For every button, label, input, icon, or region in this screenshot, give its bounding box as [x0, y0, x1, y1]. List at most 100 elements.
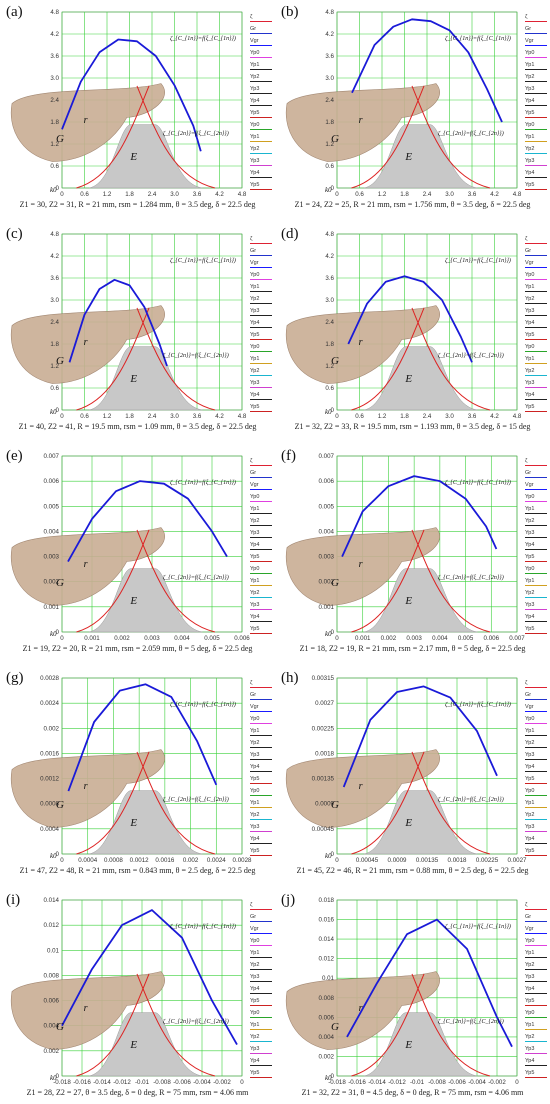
x-tick-label: -0.018 — [53, 1079, 71, 1086]
legend-entry: Yp5 — [521, 1070, 547, 1082]
legend-entry: Vgr — [521, 926, 547, 938]
panel-caption: Z1 = 19, Z2 = 20, R = 21 mm, rsm = 2.059… — [22, 644, 253, 653]
legend-swatch — [250, 69, 272, 71]
x-tick-label: 3.6 — [468, 413, 477, 420]
legend-swatch — [525, 93, 547, 95]
y-tick-label: 0 — [56, 851, 60, 858]
annotation-k0: k0 — [50, 408, 57, 416]
y-tick-label: 4.2 — [50, 31, 59, 38]
legend-entry: Yp3 — [521, 752, 547, 764]
y-tick-label: 0.0009 — [315, 801, 334, 808]
legend-swatch — [525, 957, 547, 959]
legend-label: Yp1 — [525, 1022, 535, 1028]
y-tick-label: 0.006 — [319, 478, 335, 485]
legend-entry: Yp1 — [521, 284, 547, 296]
legend-entry: Vgr — [246, 926, 272, 938]
tooth-profile — [88, 1012, 203, 1077]
tooth-profile — [88, 568, 203, 633]
annotation-r: r — [84, 337, 88, 348]
legend-swatch — [525, 537, 547, 539]
legend-swatch — [525, 795, 547, 797]
legend-swatch — [525, 1053, 547, 1055]
chart-panel-g: 0 0.0004 0.0008 0.0012 0.0016 0.002 0.0024 0.00… — [0, 666, 275, 882]
legend-swatch — [250, 327, 272, 329]
legend-label: Yp4 — [525, 764, 535, 770]
legend-label: Yp1 — [250, 284, 260, 290]
chart-panel-a: 0 0.6 1.2 1.8 2.4 3.0 3.6 4.2 4.8 0 0.6 1.2 1.8 2.4 3.… — [0, 0, 275, 216]
x-tick-label: -0.018 — [328, 1079, 346, 1086]
legend-entry: Yp5 — [246, 1070, 272, 1082]
legend-label: Yp2 — [525, 740, 535, 746]
legend-swatch — [250, 1017, 272, 1019]
legend-entry: Vgr — [521, 38, 547, 50]
legend-entry: Yp5 — [521, 554, 547, 566]
legend-entry: Yp0 — [521, 344, 547, 356]
legend-label: Yp5 — [250, 998, 260, 1004]
legend-swatch — [250, 1041, 272, 1043]
legend-label: Yp0 — [250, 344, 260, 350]
annotation-g: G — [56, 355, 64, 367]
legend-swatch — [525, 819, 547, 821]
x-tick-label: 3.6 — [193, 191, 202, 198]
legend-swatch — [250, 945, 272, 947]
legend-entry: Yp5 — [521, 776, 547, 788]
legend-label: Yp2 — [250, 812, 260, 818]
panel-label: (a) — [6, 4, 23, 20]
series-line-0 — [341, 475, 498, 557]
y-tick-label: 3.0 — [325, 75, 334, 82]
legend-entry: Yp5 — [246, 626, 272, 638]
x-tick-label: 3.0 — [170, 191, 179, 198]
legend-entry: Yp2 — [246, 518, 272, 530]
legend-label: Yp1 — [250, 578, 260, 584]
legend-label: Yp1 — [525, 950, 535, 956]
panel-label: (j) — [281, 892, 296, 908]
legend-label: Yp0 — [250, 272, 260, 278]
legend-label: Yp4 — [525, 836, 535, 842]
legend-label: ζ — [525, 458, 528, 464]
legend-entry: Yp4 — [521, 614, 547, 626]
x-tick-label: 1.8 — [125, 191, 134, 198]
legend-label: Yp3 — [525, 530, 535, 536]
legend-label: Yp4 — [525, 1058, 535, 1064]
legend-swatch — [525, 33, 547, 35]
legend-swatch — [525, 945, 547, 947]
x-tick-label: 0 — [335, 857, 339, 864]
legend-label: Yp3 — [525, 308, 535, 314]
annotation-curve-top: ζ_{C_{1n}}=f(ξ_{C_{1n}}) — [445, 35, 511, 42]
y-tick-label: 0.002 — [319, 579, 335, 586]
x-tick-label: 4.8 — [238, 413, 247, 420]
legend-label: Yp3 — [525, 1046, 535, 1052]
legend-swatch — [525, 1029, 547, 1031]
tooth-profile — [88, 124, 203, 189]
legend-swatch — [525, 921, 547, 923]
y-tick-label: 1.2 — [50, 363, 59, 370]
legend: ζ Gr Vgr Yp0 Yp1 Yp2 Yp3 Yp4 Yp5 Yp0 Yp1 Yp2 Yp3 Yp4 Y… — [521, 680, 547, 860]
tooth-profile — [88, 346, 203, 411]
legend-swatch — [525, 1065, 547, 1067]
legend-swatch — [525, 153, 547, 155]
legend-label: Vgr — [250, 38, 259, 44]
envelope-curve-right — [136, 529, 216, 633]
annotation-curve-top: ζ_{C_{1n}}=f(ξ_{C_{1n}}) — [445, 479, 511, 486]
y-tick-label: 0.004 — [319, 1034, 335, 1041]
annotation-curve-bottom: ζ_{C_{2n}}=f(ξ_{C_{2n}}) — [163, 1018, 229, 1025]
envelope-curve-left — [76, 529, 150, 633]
legend-swatch — [250, 993, 272, 995]
legend-label: Yp3 — [525, 380, 535, 386]
x-tick-label: 0.005 — [458, 635, 474, 642]
legend-entry: Yp3 — [246, 1046, 272, 1058]
legend-label: Yp0 — [250, 938, 260, 944]
legend-label: Vgr — [250, 482, 259, 488]
legend-swatch — [525, 561, 547, 563]
legend-label: Yp2 — [525, 812, 535, 818]
y-tick-label: 0.002 — [44, 579, 60, 586]
legend-label: Yp5 — [525, 332, 535, 338]
legend-entry: Gr — [521, 248, 547, 260]
panel-caption: Z1 = 24, Z2 = 25, R = 21 mm, rsm = 1.756… — [294, 200, 531, 209]
y-tick-label: 3.0 — [325, 297, 334, 304]
envelope-curve-left — [76, 973, 150, 1077]
legend-label: Yp2 — [525, 296, 535, 302]
legend-entry: Yp3 — [521, 530, 547, 542]
legend-entry: Vgr — [521, 704, 547, 716]
legend-label: Yp2 — [250, 368, 260, 374]
